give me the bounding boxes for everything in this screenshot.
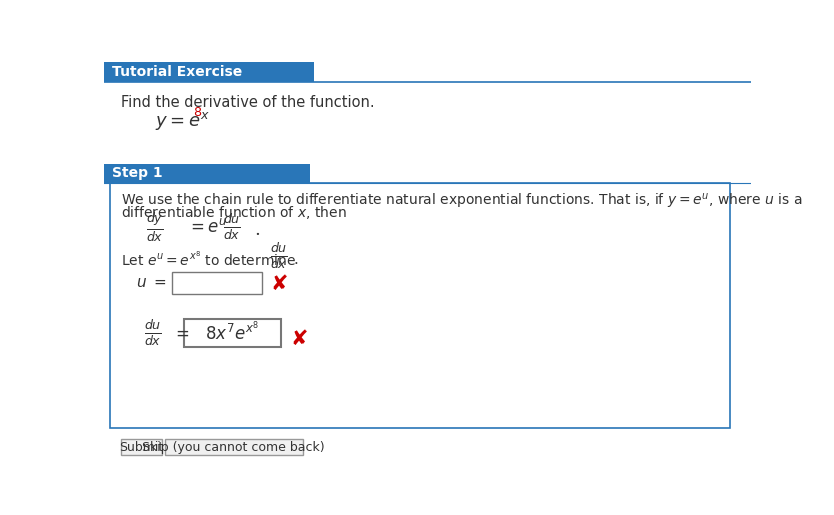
Bar: [184, 319, 281, 347]
Text: Tutorial Exercise: Tutorial Exercise: [112, 65, 242, 79]
Text: ✘: ✘: [271, 274, 289, 295]
Text: $=$: $=$: [172, 324, 189, 341]
Text: differentiable function of $x$, then: differentiable function of $x$, then: [121, 204, 347, 221]
Text: Find the derivative of the function.: Find the derivative of the function.: [121, 95, 375, 110]
Text: $= e^u$: $= e^u$: [187, 218, 228, 236]
Bar: [104, 62, 314, 82]
Text: $u\ =$: $u\ =$: [136, 276, 166, 290]
Text: $^8$: $^8$: [193, 108, 203, 126]
Text: .: .: [294, 253, 298, 267]
Bar: [110, 183, 731, 427]
Text: Skip (you cannot come back): Skip (you cannot come back): [143, 441, 325, 454]
Text: $8x^7e^{x^8}$: $8x^7e^{x^8}$: [205, 321, 259, 345]
Bar: [121, 439, 162, 455]
Text: $\frac{du}{dx}$: $\frac{du}{dx}$: [269, 242, 288, 271]
Text: ✘: ✘: [290, 329, 308, 349]
Text: $\frac{dy}{dx}$: $\frac{dy}{dx}$: [146, 211, 163, 244]
Bar: [173, 272, 262, 294]
Text: Submit: Submit: [119, 441, 163, 454]
Text: $\frac{du}{dx}$: $\frac{du}{dx}$: [144, 318, 162, 348]
Bar: [164, 439, 303, 455]
Bar: [104, 164, 309, 183]
Text: $\frac{du}{dx}$: $\frac{du}{dx}$: [224, 213, 241, 242]
Text: .: .: [254, 221, 259, 239]
Text: Let $e^u = e^{x^8}$ to determine: Let $e^u = e^{x^8}$ to determine: [121, 250, 296, 269]
Text: Step 1: Step 1: [112, 166, 163, 180]
Text: We use the chain rule to differentiate natural exponential functions. That is, i: We use the chain rule to differentiate n…: [121, 192, 802, 211]
Text: $y = e^{x}$: $y = e^{x}$: [154, 110, 209, 131]
